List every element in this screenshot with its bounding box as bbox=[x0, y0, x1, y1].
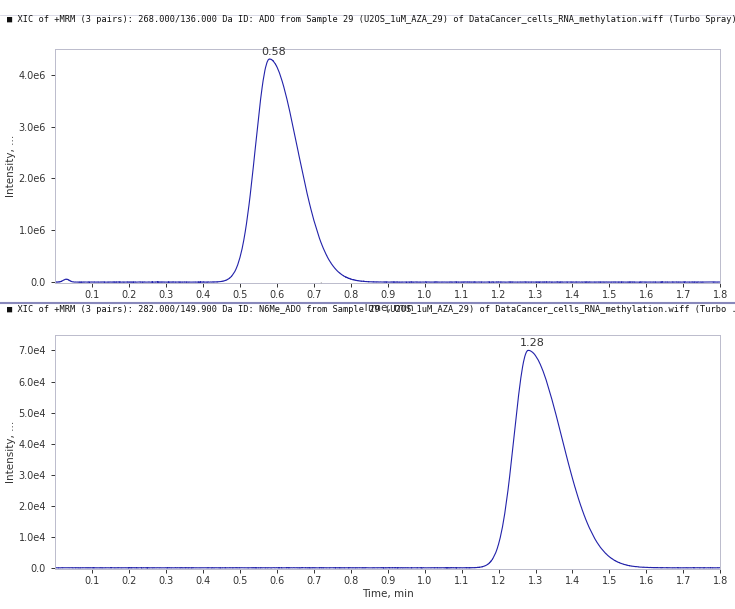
Text: 0.58: 0.58 bbox=[261, 47, 285, 57]
Y-axis label: Intensity, ...: Intensity, ... bbox=[6, 135, 16, 197]
Text: ■ XIC of +MRM (3 pairs): 268.000/136.000 Da ID: ADO from Sample 29 (U2OS_1uM_AZA: ■ XIC of +MRM (3 pairs): 268.000/136.000… bbox=[7, 15, 735, 24]
Y-axis label: Intensity, ...: Intensity, ... bbox=[6, 421, 16, 484]
Text: ■ XIC of +MRM (3 pairs): 282.000/149.900 Da ID: N6Me_ADO from Sample 29 (U2OS_1u: ■ XIC of +MRM (3 pairs): 282.000/149.900… bbox=[7, 304, 735, 314]
X-axis label: Time, min: Time, min bbox=[362, 303, 414, 313]
Text: 1.28: 1.28 bbox=[520, 339, 545, 348]
X-axis label: Time, min: Time, min bbox=[362, 589, 414, 599]
